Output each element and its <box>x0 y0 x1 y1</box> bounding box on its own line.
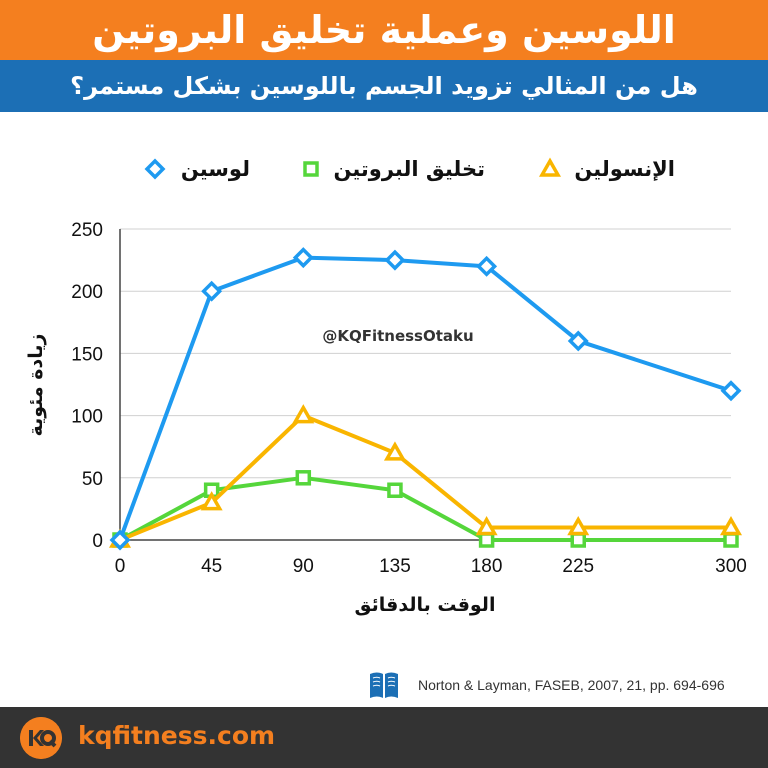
legend-item: الإنسولين <box>538 157 675 181</box>
y-tick-label: 0 <box>92 531 103 552</box>
legend-label: تخليق البروتين <box>333 157 485 181</box>
chart-grid <box>120 228 731 479</box>
title-bar: اللوسين وعملية تخليق البروتين <box>0 0 768 60</box>
x-tick-label: 300 <box>715 556 747 577</box>
legend-label: الإنسولين <box>574 157 675 181</box>
data-point <box>567 330 589 352</box>
legend-item: تخليق البروتين <box>303 157 485 181</box>
y-tick-label: 50 <box>82 469 103 490</box>
data-point <box>292 247 314 269</box>
y-tick-label: 250 <box>71 220 103 241</box>
footer: kqfitness.com <box>0 707 768 768</box>
chart-axes: 0 50 100 150 200 250 0 45 90 135 180 225 300 <box>71 220 747 577</box>
page-subtitle: هل من المثالي تزويد الجسم باللوسين بشكل … <box>70 72 698 100</box>
series-diamond <box>109 247 742 551</box>
x-tick-label: 135 <box>379 556 411 577</box>
chart-series <box>108 247 743 551</box>
data-point <box>476 255 498 277</box>
subtitle-bar: هل من المثالي تزويد الجسم باللوسين بشكل … <box>0 60 768 112</box>
legend-marker-triangle <box>538 157 562 177</box>
chart-legend: لوسين تخليق البروتين الإنسولين <box>144 157 675 181</box>
data-point <box>475 516 498 536</box>
y-axis-label: زيادة مئوية <box>25 334 47 437</box>
x-axis-label: الوقت بالدقائق <box>355 594 496 616</box>
data-point <box>478 532 495 548</box>
legend-marker-square <box>303 161 319 177</box>
source-citation: Norton & Layman, FASEB, 2007, 21, pp. 69… <box>368 668 725 702</box>
data-point <box>292 404 315 424</box>
legend-label: لوسين <box>181 157 250 181</box>
footer-domain: kqfitness.com <box>78 721 276 750</box>
kq-logo-icon <box>20 717 62 759</box>
x-tick-label: 45 <box>201 556 222 577</box>
line-chart: لوسين تخليق البروتين الإنسولين 0 50 100 150 20… <box>25 157 747 616</box>
data-point <box>387 482 403 498</box>
y-tick-label: 150 <box>71 344 103 365</box>
data-point <box>295 470 312 486</box>
data-point <box>719 516 743 536</box>
book-icon <box>370 672 398 698</box>
data-point <box>201 280 223 302</box>
data-point <box>570 532 586 548</box>
x-tick-label: 90 <box>293 556 314 577</box>
data-point <box>720 380 742 402</box>
x-tick-label: 180 <box>471 556 503 577</box>
data-point <box>383 441 406 461</box>
source-text: Norton & Layman, FASEB, 2007, 21, pp. 69… <box>418 677 725 693</box>
data-point <box>567 516 590 536</box>
x-tick-label: 225 <box>562 556 594 577</box>
y-tick-label: 200 <box>71 282 103 303</box>
legend-marker-diamond <box>144 158 166 180</box>
page-title: اللوسين وعملية تخليق البروتين <box>92 8 676 52</box>
x-tick-label: 0 <box>115 556 126 577</box>
data-point <box>200 491 223 511</box>
y-tick-label: 100 <box>71 407 103 428</box>
data-point <box>723 532 739 548</box>
data-point <box>109 529 131 551</box>
data-point <box>384 249 406 271</box>
legend-item: لوسين <box>144 157 250 181</box>
watermark: @KQFitnessOtaku <box>322 327 473 345</box>
series-triangle <box>108 404 743 548</box>
